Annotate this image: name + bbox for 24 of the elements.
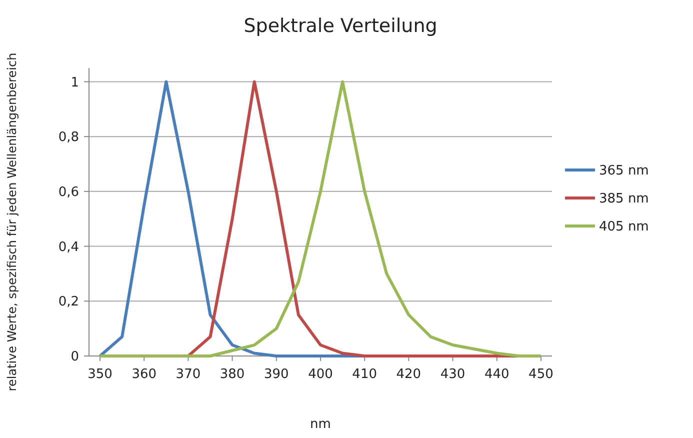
y-tick-label: 1 xyxy=(70,75,79,90)
x-tick-label: 360 xyxy=(132,367,157,382)
y-tick-label: 0 xyxy=(70,350,79,365)
x-tick-label: 430 xyxy=(440,367,466,382)
x-tick-label: 440 xyxy=(484,367,510,382)
x-tick-label: 450 xyxy=(528,367,554,382)
x-tick-label: 380 xyxy=(220,367,245,382)
x-tick-label: 350 xyxy=(88,367,112,382)
legend-label: 365 nm xyxy=(599,164,649,179)
chart-title: Spektrale Verteilung xyxy=(244,15,438,37)
y-tick-label: 0,8 xyxy=(58,130,79,146)
y-axis-title: relative Werte, spezifisch für jeden Wellenlängenbereich xyxy=(5,52,19,392)
y-tick-label: 0,2 xyxy=(58,294,79,310)
x-axis-title: nm xyxy=(310,417,331,432)
x-tick-label: 420 xyxy=(396,367,422,382)
legend-label: 385 nm xyxy=(599,192,649,207)
line-series xyxy=(98,80,542,358)
legend-label: 405 nm xyxy=(599,220,649,235)
x-tick-label: 400 xyxy=(308,367,333,382)
y-tick-label: 0,6 xyxy=(58,184,79,200)
y-tick-label: 0,4 xyxy=(58,240,79,255)
x-tick-label: 410 xyxy=(352,367,378,382)
x-tick-label: 370 xyxy=(176,367,201,382)
x-tick-label: 390 xyxy=(264,367,289,382)
